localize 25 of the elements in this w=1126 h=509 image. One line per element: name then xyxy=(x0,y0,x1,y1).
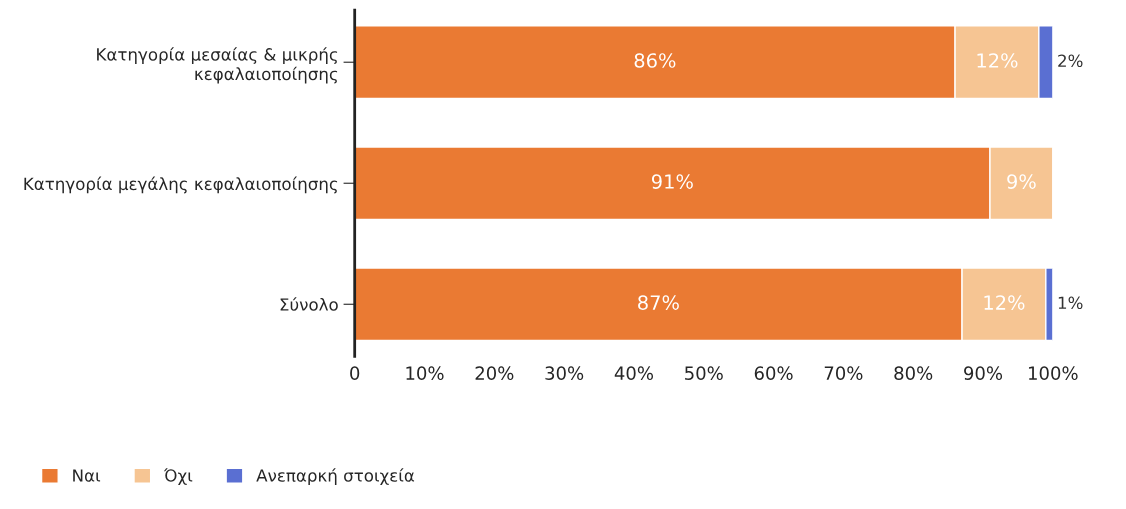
data-label: 2% xyxy=(1058,54,1083,68)
x-tick-label: 80% xyxy=(894,366,933,380)
data-label: 86% xyxy=(634,53,676,68)
x-tick-label: 20% xyxy=(475,366,514,380)
x-tick-label: 90% xyxy=(964,366,1003,380)
data-label: 91% xyxy=(651,174,693,189)
x-tick-label: 40% xyxy=(614,366,654,380)
data-label: 12% xyxy=(977,53,1018,68)
x-tick-label: 60% xyxy=(754,366,793,380)
x-tick-label: 100% xyxy=(1028,366,1078,380)
data-label: 1% xyxy=(1058,296,1083,310)
legend-label: Όχι xyxy=(163,468,193,486)
legend-label: Ανεπαρκή στοιχεία xyxy=(256,468,415,486)
y-tick-label: Σύνολο xyxy=(280,297,338,311)
x-tick-label: 10% xyxy=(406,366,444,380)
x-tick-label: 0 xyxy=(350,366,360,380)
x-tick-label: 50% xyxy=(685,366,723,380)
data-label: 12% xyxy=(984,295,1025,310)
x-tick-label: 30% xyxy=(545,366,584,380)
data-label: 87% xyxy=(638,295,679,310)
y-tick-label: Κατηγορία μεγάλης κεφαλαιοποίησης xyxy=(24,176,338,194)
legend-label: Ναι xyxy=(73,469,101,482)
x-tick-label: 70% xyxy=(824,366,863,380)
data-label: 9% xyxy=(1007,174,1036,189)
y-tick-label: Κατηγορία μεσαίας & μικρής κεφαλαιοποίησης xyxy=(97,47,338,84)
